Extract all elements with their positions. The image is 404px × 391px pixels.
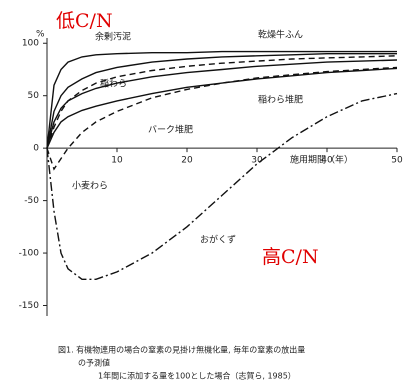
y-tick-label: 50 <box>28 91 40 101</box>
annotation: 高C/N <box>262 246 319 268</box>
y-tick-label: 0 <box>33 144 39 154</box>
y-tick-label: 100 <box>22 39 39 49</box>
x-tick-label: 50 <box>391 156 403 166</box>
series-line <box>46 92 398 280</box>
caption: の予測値 <box>78 358 110 368</box>
series-line <box>46 67 398 149</box>
series-line <box>46 66 398 171</box>
series-label: 乾燥牛ふん <box>258 29 303 41</box>
series-line <box>46 53 397 149</box>
caption: 1年間に添加する量を100とした場合（志賀ら, 1985） <box>98 371 296 381</box>
x-tick-label: 20 <box>181 156 193 166</box>
series-line <box>46 55 398 149</box>
x-axis-label: 施用期間（年） <box>290 154 353 166</box>
x-tick-label: 40 <box>321 156 333 166</box>
y-tick-label: -50 <box>24 196 39 206</box>
caption: 図1. 有機物連用の場合の窒素の見掛け無機化量, 毎年の窒素の放出量 <box>58 345 305 355</box>
series-label: バーク堆肥 <box>148 125 193 136</box>
series-label: 余剰汚泥 <box>95 31 131 43</box>
x-tick-label: 10 <box>111 156 123 166</box>
series-line <box>46 59 398 149</box>
series-label: 小麦わら <box>72 180 108 192</box>
series-label: おがくず <box>200 234 236 246</box>
y-tick-label: -150 <box>19 301 40 311</box>
x-tick-label: 30 <box>251 156 263 166</box>
annotation: 低C/N <box>56 10 113 32</box>
series-label: 稲わら堆肥 <box>258 94 303 106</box>
series-line <box>46 50 397 149</box>
y-tick-label: -100 <box>19 249 40 259</box>
y-axis-label: % <box>36 30 45 40</box>
